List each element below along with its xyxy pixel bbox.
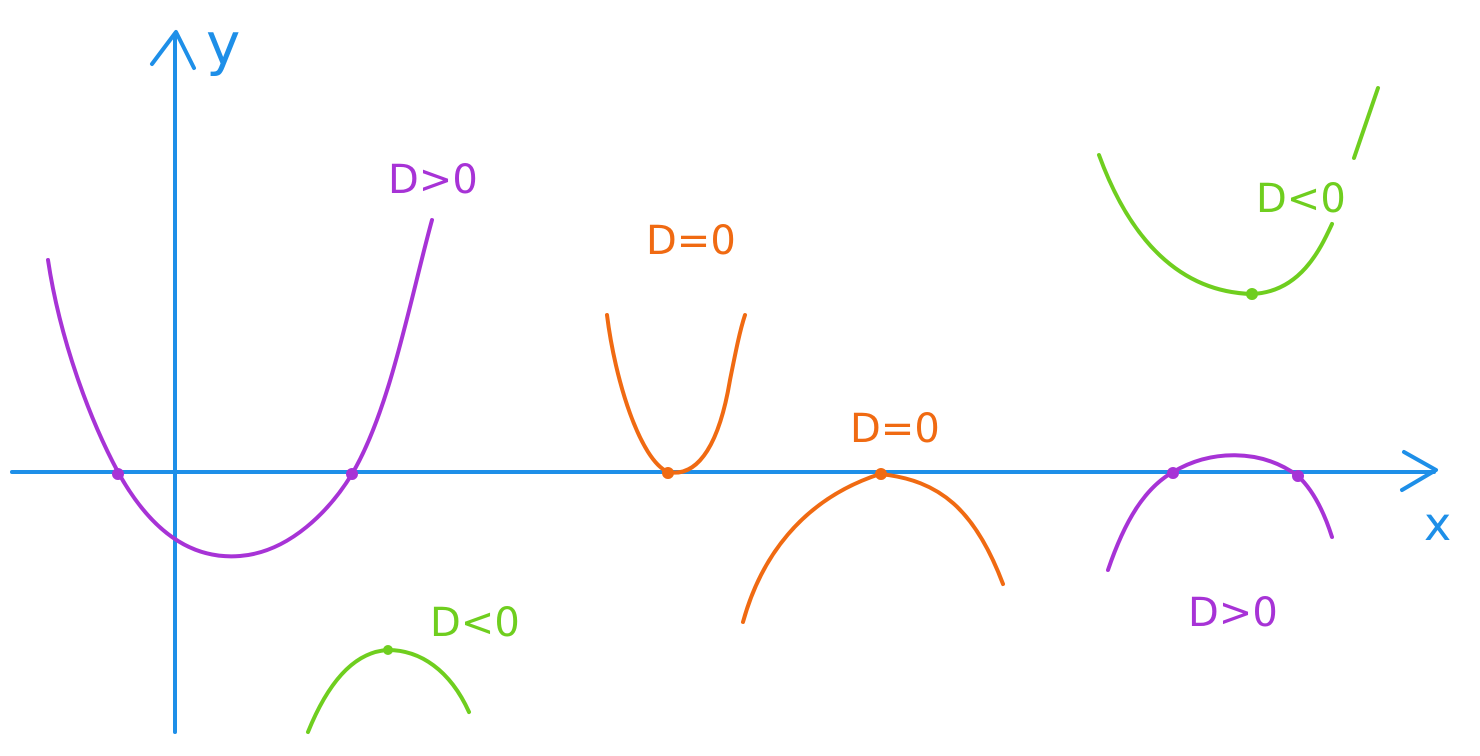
- vertex-point: [383, 645, 393, 655]
- x-axis-label: x: [1424, 497, 1451, 551]
- parabola-d-zero-up: D=0: [605, 218, 747, 479]
- label-d-positive-down: D>0: [1188, 590, 1278, 636]
- vertex-point: [1246, 288, 1258, 300]
- x-axis-arrowhead: [1400, 450, 1438, 492]
- axes: y x: [10, 10, 1451, 734]
- label-d-positive-up: D>0: [388, 157, 478, 203]
- label-d-negative-down: D<0: [430, 600, 520, 646]
- parabola-d-zero-down: D=0: [741, 406, 1005, 624]
- label-d-negative-up: D<0: [1256, 176, 1346, 222]
- curve-d-positive-up: [46, 218, 434, 559]
- root-point: [1292, 470, 1304, 482]
- parabola-d-positive-up: D>0: [46, 157, 478, 559]
- parabola-d-negative-up: D<0: [1097, 86, 1380, 300]
- curve-d-negative-down: [306, 648, 471, 734]
- curve-d-negative-up: [1097, 153, 1334, 296]
- y-axis-label: y: [206, 10, 240, 78]
- vertex-point: [875, 468, 887, 480]
- curve-d-negative-up-tail: [1352, 86, 1380, 160]
- vertex-point: [662, 467, 674, 479]
- curve-d-zero-down: [741, 472, 1005, 624]
- label-d-zero-up: D=0: [646, 218, 736, 264]
- parabola-d-negative-down: D<0: [306, 600, 520, 734]
- curve-d-zero-up: [605, 313, 747, 475]
- curve-d-positive-down: [1106, 453, 1334, 572]
- root-point: [112, 468, 124, 480]
- y-axis-arrowhead: [150, 30, 196, 70]
- label-d-zero-down: D=0: [850, 406, 940, 452]
- root-point: [1167, 467, 1179, 479]
- root-point: [346, 468, 358, 480]
- parabola-d-positive-down: D>0: [1106, 453, 1334, 636]
